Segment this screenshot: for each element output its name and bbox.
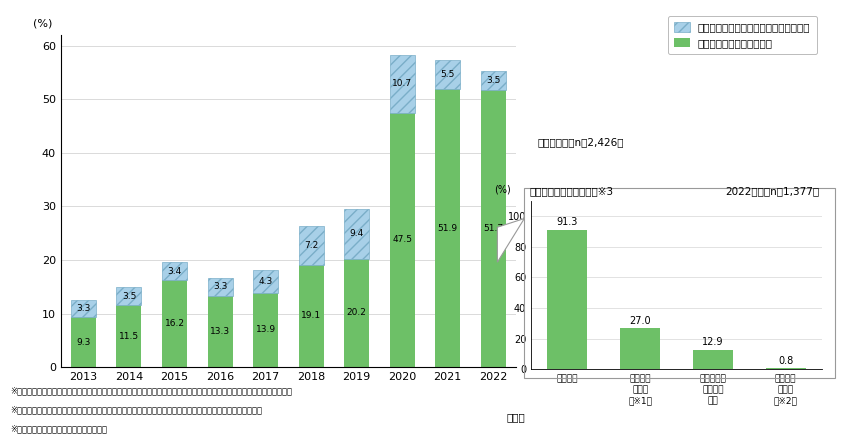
Text: 5.5: 5.5: [440, 70, 455, 79]
Text: 19.1: 19.1: [301, 312, 321, 320]
Text: 11.5: 11.5: [119, 332, 139, 341]
Bar: [71, 317, 96, 367]
Text: 9.3: 9.3: [76, 338, 91, 347]
Bar: [389, 55, 415, 113]
Text: （年）: （年）: [507, 413, 525, 423]
Text: 51.7: 51.7: [483, 224, 503, 233]
Bar: [116, 287, 142, 305]
Text: ※１　営業活動などで外出中に作業する場合。移動中の交通機関やカフェでメールや日報作成などの業務を行う形態も含む。: ※１ 営業活動などで外出中に作業する場合。移動中の交通機関やカフェでメールや日報…: [10, 387, 293, 396]
Text: ※２　テレワークなどを活用し、普段の職場や自宅とは異なる場所で仕事をしつつ、自分の時間も過ごすこと。: ※２ テレワークなどを活用し、普段の職場や自宅とは異なる場所で仕事をしつつ、自分…: [10, 406, 262, 415]
Bar: [298, 226, 324, 265]
Text: 47.5: 47.5: [392, 236, 412, 244]
Text: 13.9: 13.9: [255, 326, 276, 334]
Bar: [435, 59, 460, 89]
Bar: [162, 280, 187, 367]
Bar: [253, 293, 278, 367]
Bar: [162, 262, 187, 280]
Text: 3.5: 3.5: [121, 291, 137, 301]
Text: 13.3: 13.3: [210, 327, 230, 336]
Text: 3.3: 3.3: [212, 282, 228, 291]
Bar: [693, 350, 733, 369]
Bar: [298, 265, 324, 367]
Bar: [765, 368, 806, 369]
Text: 令和４年　（n＝2,426）: 令和４年 （n＝2,426）: [538, 138, 625, 148]
Bar: [71, 300, 96, 317]
Bar: [620, 328, 660, 369]
Text: 4.3: 4.3: [259, 277, 272, 286]
Bar: [253, 270, 278, 293]
Y-axis label: (%): (%): [494, 184, 510, 194]
Text: 3.3: 3.3: [76, 304, 91, 313]
Bar: [344, 208, 369, 259]
Bar: [344, 259, 369, 367]
Text: テレワークの導入形態　※3: テレワークの導入形態 ※3: [529, 186, 614, 196]
Legend: 導入していないが、今後導入予定がある, テレワークを導入している: 導入していないが、今後導入予定がある, テレワークを導入している: [668, 16, 817, 54]
Text: 20.2: 20.2: [346, 309, 367, 317]
Text: 12.9: 12.9: [702, 337, 723, 347]
Text: 0.8: 0.8: [778, 356, 793, 366]
Text: 10.7: 10.7: [392, 80, 412, 88]
Bar: [481, 90, 506, 367]
Bar: [116, 305, 142, 367]
Bar: [435, 89, 460, 367]
Bar: [207, 296, 233, 367]
Bar: [389, 113, 415, 367]
Y-axis label: (%): (%): [33, 18, 52, 28]
Text: ※３　導入形態の無回答を含む形で集計。: ※３ 導入形態の無回答を含む形で集計。: [10, 424, 107, 433]
Text: 9.4: 9.4: [350, 229, 363, 238]
Bar: [207, 278, 233, 296]
Text: 51.9: 51.9: [438, 224, 458, 232]
Text: 3.4: 3.4: [168, 267, 181, 276]
Text: 3.5: 3.5: [486, 76, 501, 85]
Text: 16.2: 16.2: [164, 319, 185, 328]
Bar: [481, 71, 506, 90]
Bar: [547, 229, 588, 369]
Text: 27.0: 27.0: [630, 316, 651, 326]
Text: 2022年　（n＝1,377）: 2022年 （n＝1,377）: [725, 186, 819, 196]
Text: 91.3: 91.3: [556, 217, 578, 227]
Text: 7.2: 7.2: [304, 241, 318, 250]
